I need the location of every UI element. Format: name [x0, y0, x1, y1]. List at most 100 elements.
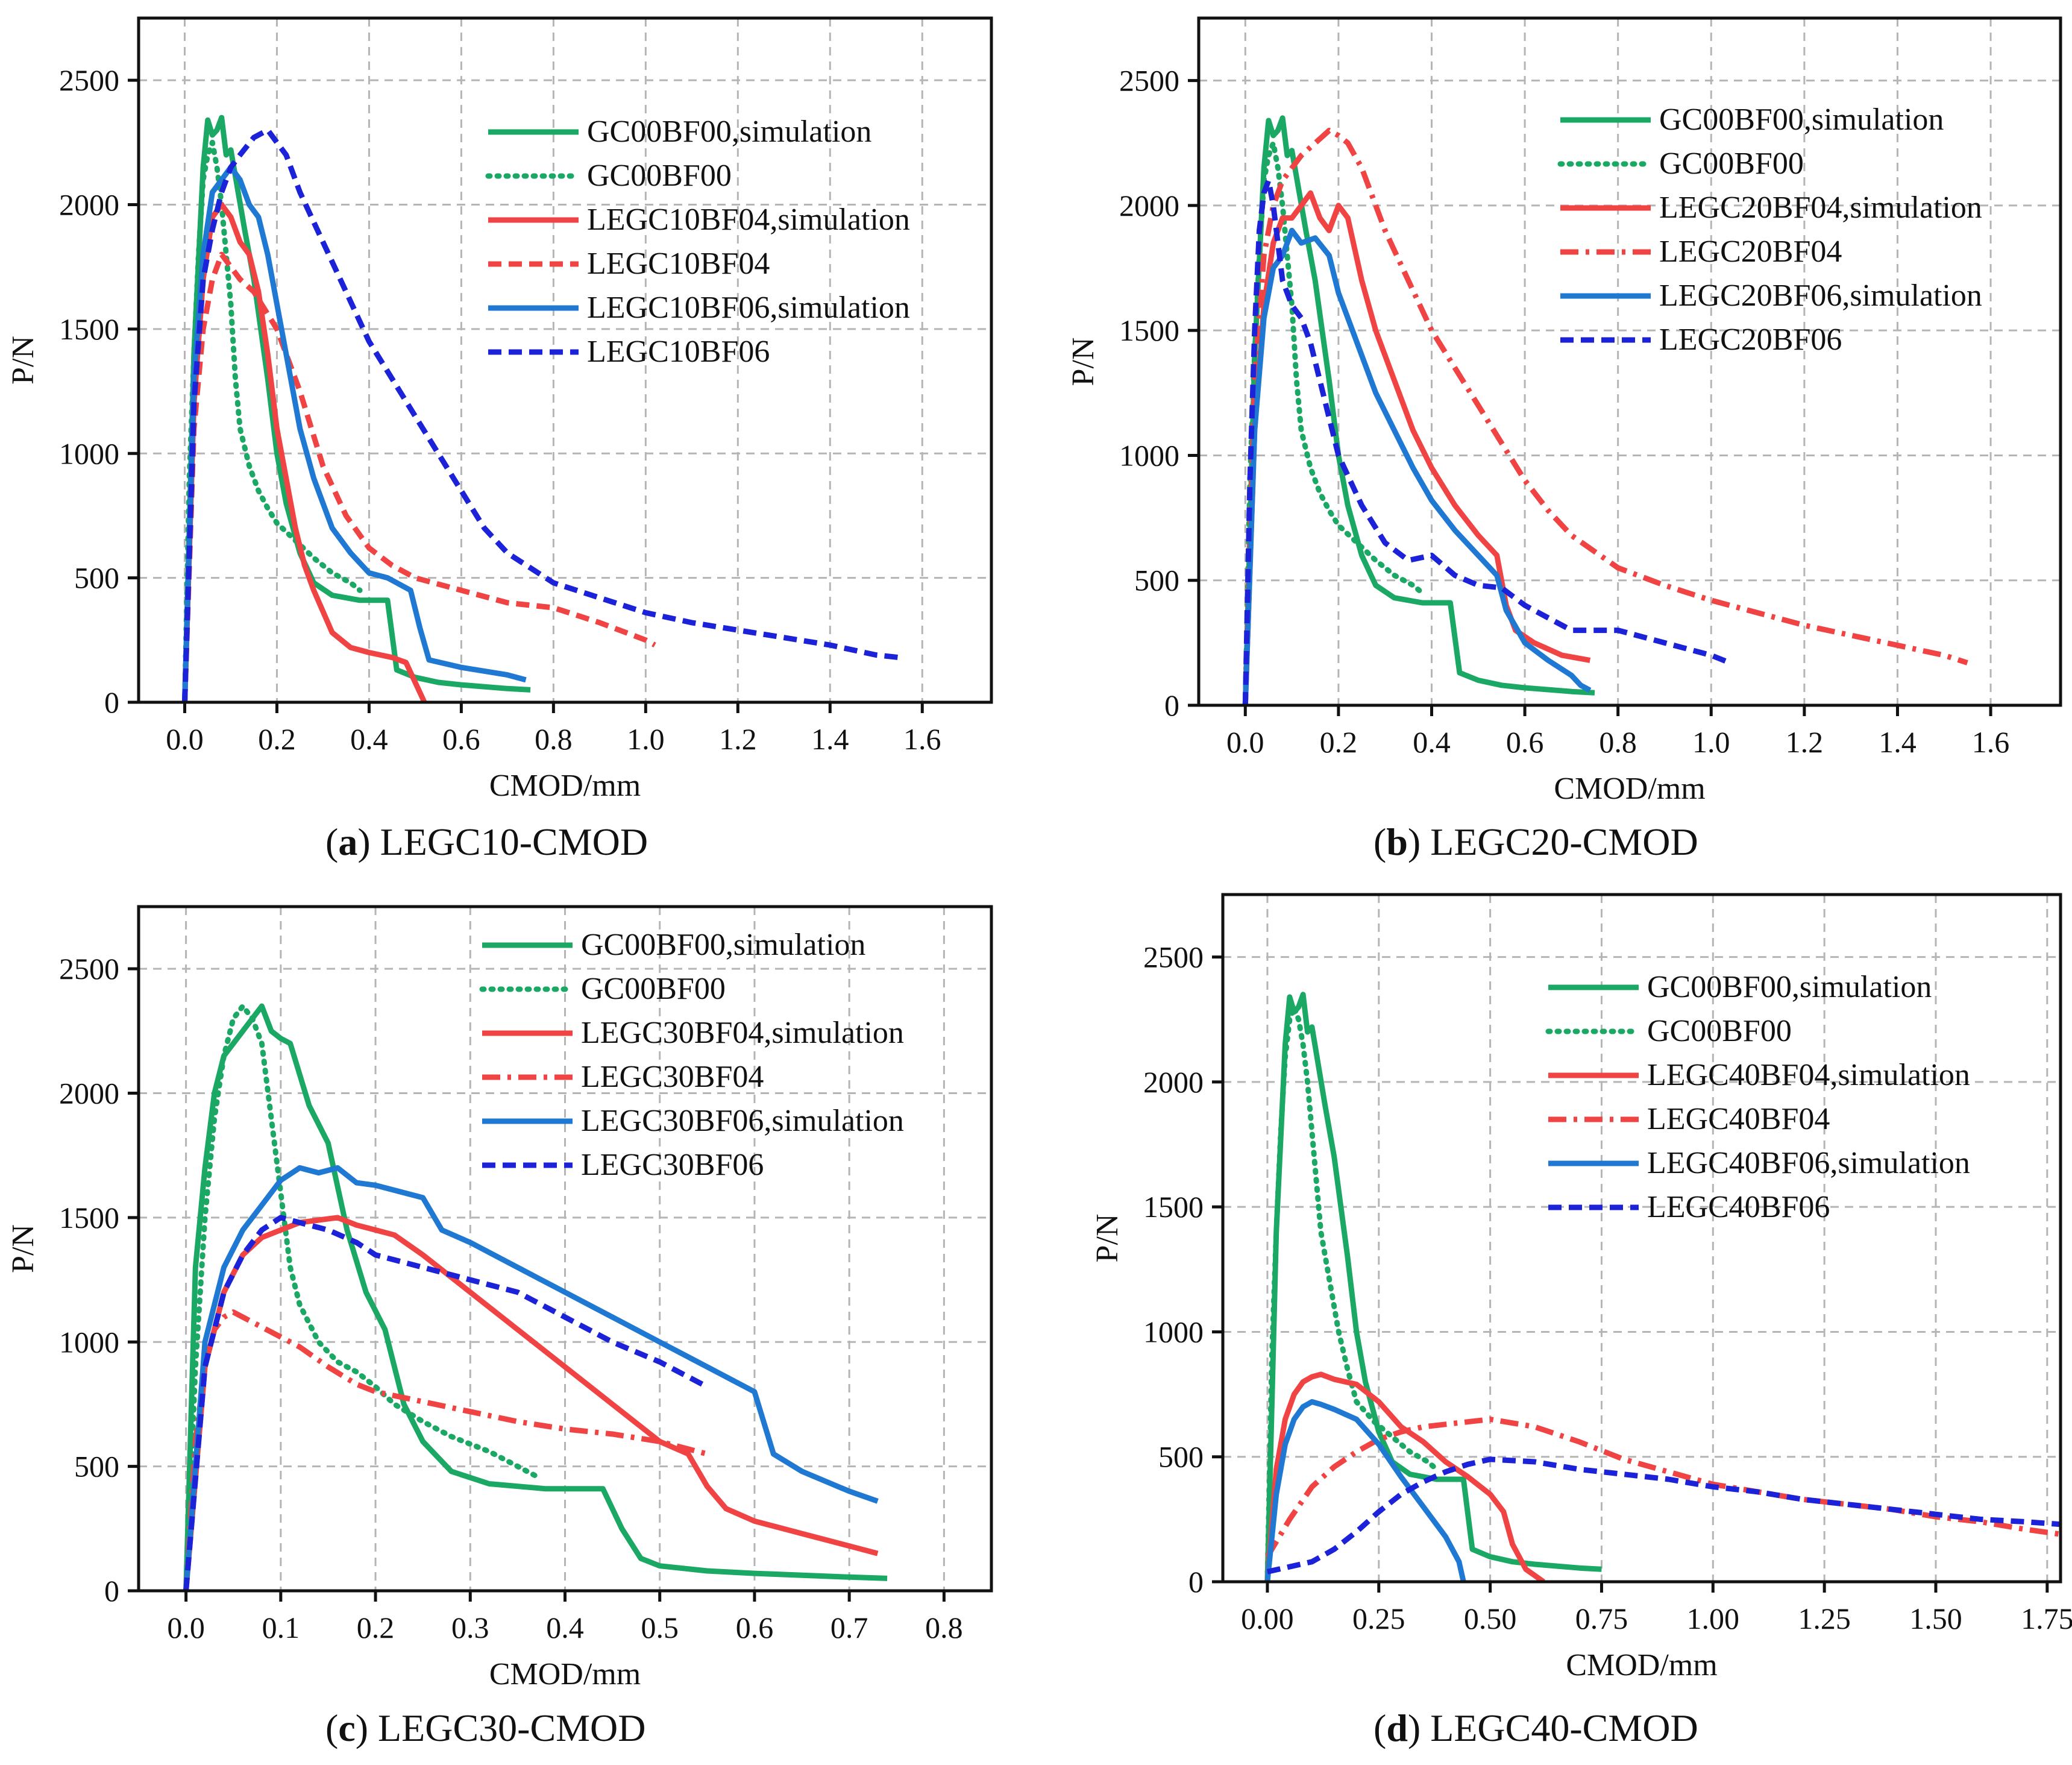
series-line-LEGC10BF06 — [182, 127, 900, 702]
x-tick-label: 0.6 — [442, 722, 480, 756]
x-tick-label: 0.6 — [1506, 725, 1544, 759]
x-tick-label: 0.5 — [641, 1611, 679, 1644]
y-tick-label: 0 — [1164, 688, 1179, 722]
y-tick-label: 0 — [104, 1574, 119, 1608]
x-tick-label: 0.75 — [1575, 1602, 1628, 1635]
y-tick-label: 2000 — [59, 1077, 119, 1110]
x-tick-label: 1.6 — [903, 722, 941, 756]
y-tick-label: 500 — [1158, 1440, 1204, 1474]
series-line-LEGC20BF04 — [1242, 128, 1968, 705]
x-axis-label: CMOD/mm — [489, 1657, 641, 1691]
x-tick-label: 0.8 — [535, 722, 573, 756]
series-line-LEGC30BF04,simulation — [183, 1215, 879, 1591]
series-line-LEGC40BF04 — [1265, 1417, 2061, 1558]
ticks-d: 0.00 0.25 0.50 0.75 1.00 1.25 1.50 1.75 0 500 1000… — [1143, 940, 2072, 1635]
series-group-c — [183, 1003, 888, 1591]
axes-frame-b — [1197, 16, 2062, 707]
x-tick-label: 0.4 — [546, 1611, 584, 1644]
panel-c: 0.0 0.1 0.2 0.3 0.4 0.5 0.6 0.7 0.8 0 500 1000 1500 2… — [0, 882, 1036, 1765]
series-line-GC00BF00 — [182, 139, 363, 702]
caption-c-text: LEGC30-CMOD — [378, 1707, 646, 1749]
ticks-b: 0.0 0.2 0.4 0.6 0.8 1.0 1.2 1.4 1.6 0 500 1000 1500 2… — [1119, 64, 2009, 759]
series-group-d — [1264, 992, 2061, 1582]
y-axis-label: P/N — [1066, 338, 1100, 386]
legend-entry: LEGC20BF04 — [1659, 234, 1842, 269]
x-tick-label: 0.8 — [1599, 725, 1637, 759]
series-line-GC00BF00 — [1242, 140, 1425, 705]
caption-c: (c) LEGC30-CMOD — [325, 1707, 646, 1749]
x-tick-label: 0.0 — [167, 1611, 205, 1644]
legend-entry: GC00BF00 — [1659, 146, 1804, 181]
x-tick-label: 0.2 — [258, 722, 296, 756]
series-line-LEGC30BF06 — [183, 1215, 709, 1591]
legend-entry: LEGC10BF04,simulation — [587, 203, 910, 237]
legend-entry: GC00BF00,simulation — [1659, 102, 1944, 137]
y-tick-label: 1000 — [59, 436, 119, 470]
series-line-LEGC20BF06 — [1242, 178, 1731, 705]
ticks-c: 0.0 0.1 0.2 0.3 0.4 0.5 0.6 0.7 0.8 0 500 1000 1500 2… — [59, 952, 963, 1644]
y-tick-label: 1000 — [1119, 438, 1179, 472]
series-line-LEGC40BF06 — [1266, 1456, 2061, 1575]
caption-d: (d) LEGC40-CMOD — [1373, 1707, 1698, 1749]
y-tick-label: 1500 — [1143, 1190, 1204, 1224]
series-line-LEGC10BF06,simulation — [182, 165, 527, 702]
y-tick-label: 2500 — [1143, 940, 1204, 974]
series-line-GC00BF00 — [1264, 1004, 1440, 1582]
legend-entry: LEGC20BF04,simulation — [1659, 190, 1982, 225]
x-tick-label: 0.25 — [1352, 1602, 1405, 1635]
x-axis-label: CMOD/mm — [1554, 772, 1705, 806]
y-tick-label: 2000 — [1143, 1065, 1204, 1099]
series-line-LEGC20BF04,simulation — [1242, 190, 1591, 705]
legend-b: GC00BF00,simulation GC00BF00 LEGC20BF04,si… — [1557, 102, 1982, 357]
x-tick-label: 1.4 — [1879, 725, 1917, 759]
x-tick-label: 1.00 — [1687, 1602, 1740, 1635]
caption-a-text: LEGC10-CMOD — [380, 820, 648, 863]
legend-entry: LEGC30BF06,simulation — [581, 1104, 904, 1138]
ticks-a: 0.0 0.2 0.4 0.6 0.8 1.0 1.2 1.4 1.6 0 500 1000 1500 2… — [59, 63, 941, 756]
x-tick-label: 1.6 — [1972, 725, 2010, 759]
legend-d: GC00BF00,simulation GC00BF00 LEGC40BF04,si… — [1545, 970, 1970, 1224]
x-tick-label: 0.7 — [830, 1611, 868, 1644]
legend-entry: LEGC30BF04 — [581, 1060, 764, 1094]
x-tick-label: 0.4 — [1413, 725, 1451, 759]
x-tick-label: 1.50 — [1909, 1602, 1962, 1635]
caption-b-text: LEGC20-CMOD — [1430, 820, 1698, 863]
legend-entry: GC00BF00 — [587, 159, 732, 193]
x-tick-label: 0.0 — [166, 722, 204, 756]
caption-d-text: LEGC40-CMOD — [1430, 1707, 1698, 1749]
y-tick-label: 1500 — [59, 1201, 119, 1235]
axes-frame-d — [1221, 893, 2062, 1584]
axes-frame-a — [137, 16, 993, 704]
y-tick-label: 2000 — [1119, 189, 1179, 222]
x-tick-label: 0.8 — [925, 1611, 963, 1644]
x-tick-label: 0.1 — [262, 1611, 300, 1644]
y-axis-label: P/N — [6, 1224, 40, 1273]
legend-entry: LEGC10BF06 — [587, 335, 770, 369]
x-tick-label: 0.4 — [350, 722, 388, 756]
y-tick-label: 1500 — [1119, 313, 1179, 347]
y-tick-label: 0 — [104, 685, 119, 719]
y-tick-label: 500 — [1134, 564, 1179, 597]
legend-entry: LEGC30BF04,simulation — [581, 1016, 904, 1050]
legend-entry: LEGC10BF04 — [587, 247, 770, 281]
legend-entry: GC00BF00,simulation — [1647, 970, 1932, 1004]
series-line-GC00BF00 — [183, 1003, 539, 1591]
x-tick-label: 1.2 — [719, 722, 757, 756]
series-line-LEGC20BF06,simulation — [1242, 227, 1592, 705]
x-tick-label: 0.2 — [357, 1611, 395, 1644]
x-tick-label: 1.0 — [627, 722, 665, 756]
legend-entry: LEGC40BF06,simulation — [1647, 1146, 1970, 1180]
y-tick-label: 2000 — [59, 188, 119, 222]
legend-a: GC00BF00,simulation GC00BF00 LEGC10BF04,si… — [485, 115, 910, 369]
series-line-LEGC30BF04 — [183, 1309, 708, 1591]
series-group-b — [1242, 115, 1968, 705]
y-axis-label: P/N — [6, 336, 40, 385]
panel-d: 0.00 0.25 0.50 0.75 1.00 1.25 1.50 1.75 0 500 1000… — [1036, 882, 2072, 1765]
chart-a: 0.0 0.2 0.4 0.6 0.8 1.0 1.2 1.4 1.6 0 500 1000 1500 2… — [6, 16, 993, 803]
legend-entry: LEGC20BF06 — [1659, 322, 1842, 357]
x-tick-label: 1.75 — [2021, 1602, 2072, 1635]
series-group-a — [182, 115, 900, 702]
y-tick-label: 2500 — [1119, 64, 1179, 98]
grid-d — [1223, 895, 2061, 1583]
series-line-LEGC30BF06,simulation — [183, 1165, 879, 1591]
